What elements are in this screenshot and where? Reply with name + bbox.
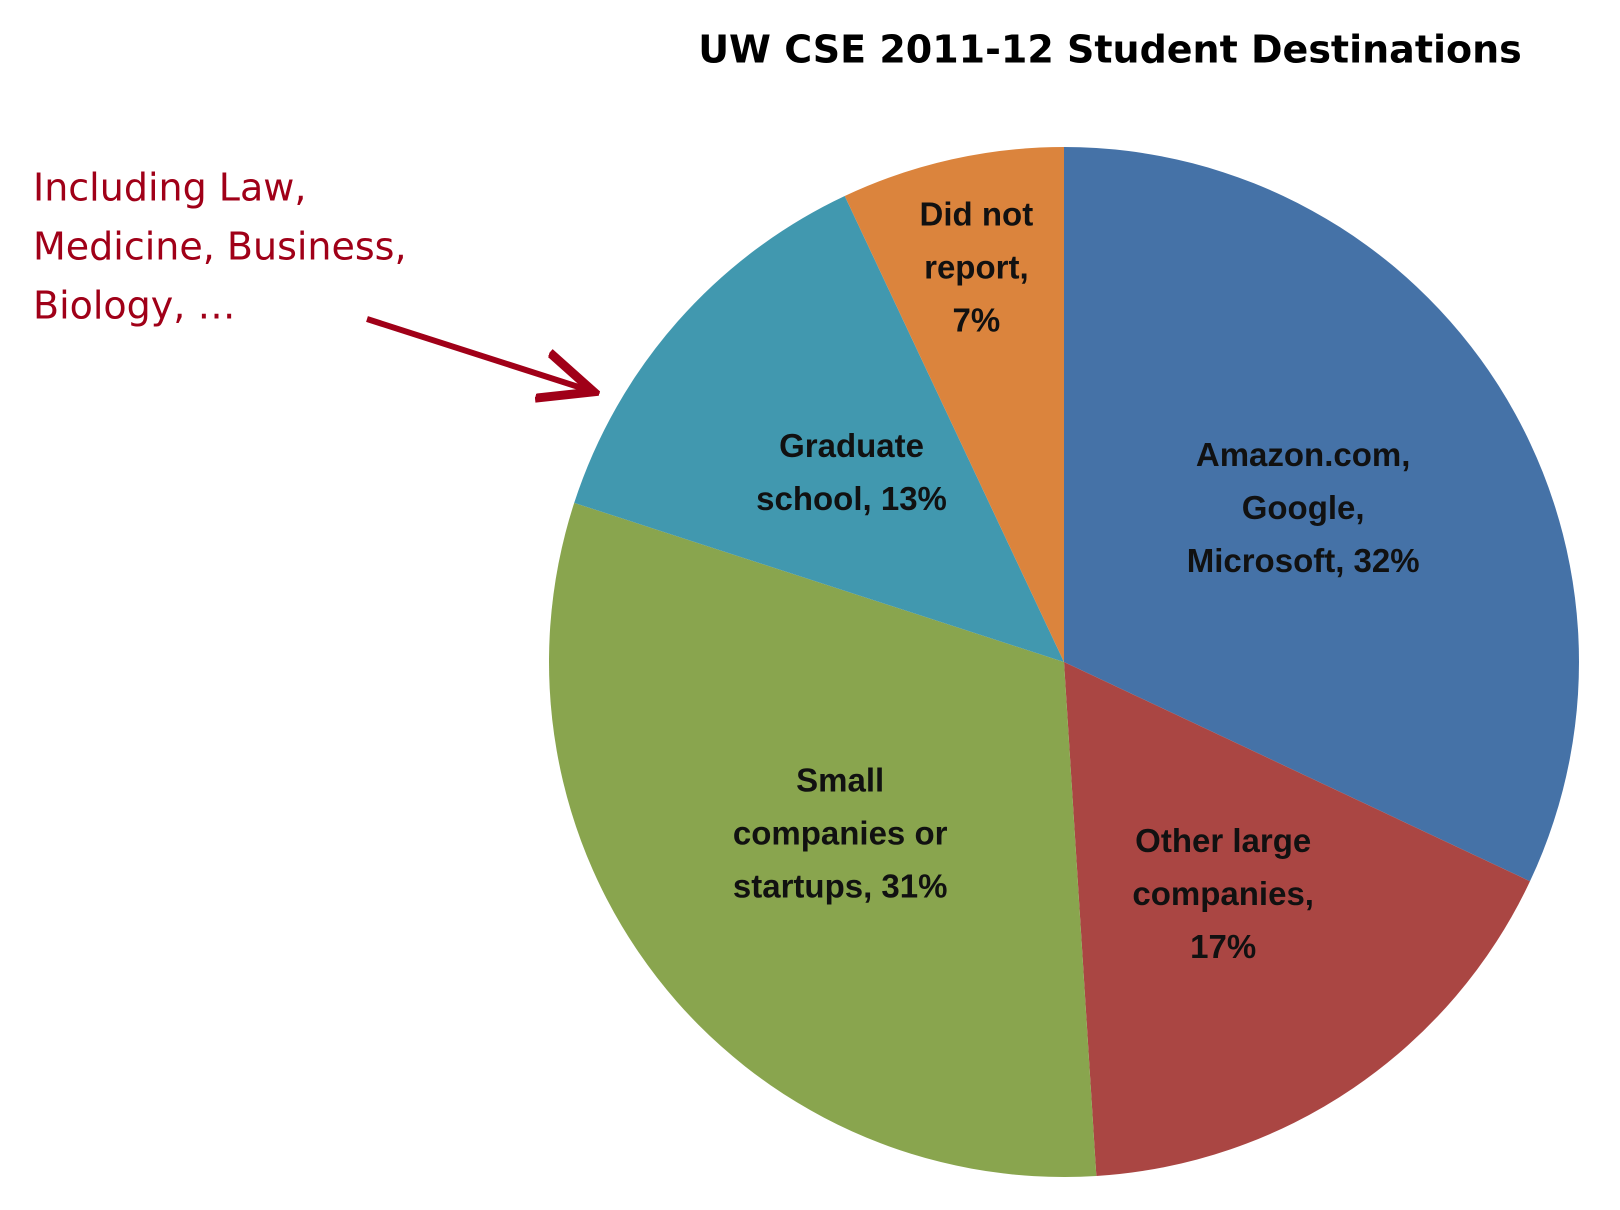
data-label: Google,: [1242, 489, 1365, 526]
pie-slice: [1064, 662, 1530, 1176]
data-label: report,: [924, 249, 1029, 286]
pie: [548, 147, 1580, 1177]
data-label: 17%: [1190, 928, 1256, 965]
data-label: Graduate: [779, 427, 924, 464]
pie-slice: [844, 147, 1064, 662]
data-label: companies or: [733, 814, 948, 851]
pie-slice: [574, 196, 1064, 662]
data-label: Small: [796, 761, 884, 798]
annotation-text: Biology, …: [33, 284, 235, 328]
data-label: startups, 31%: [733, 867, 948, 904]
chart-title: UW CSE 2011-12 Student Destinations: [698, 28, 1522, 72]
data-label: companies,: [1132, 875, 1314, 912]
data-label: Did not: [920, 196, 1034, 233]
data-label: Amazon.com,: [1196, 436, 1411, 473]
annotation-text: Medicine, Business,: [33, 225, 407, 269]
data-label: Microsoft, 32%: [1187, 542, 1420, 579]
data-label: 7%: [953, 302, 1001, 339]
annotation-text: Including Law,: [33, 166, 306, 210]
data-label: school, 13%: [756, 480, 947, 517]
data-labels: Amazon.com, Google, Microsoft, 32% Other la…: [733, 196, 1420, 965]
data-label: Other large: [1135, 822, 1311, 859]
annotation: Including Law, Medicine, Business, Biology…: [33, 166, 407, 328]
annotation-arrow: [366, 316, 588, 390]
pie-slice: [548, 502, 1097, 1177]
pie-slice: [1064, 147, 1580, 882]
